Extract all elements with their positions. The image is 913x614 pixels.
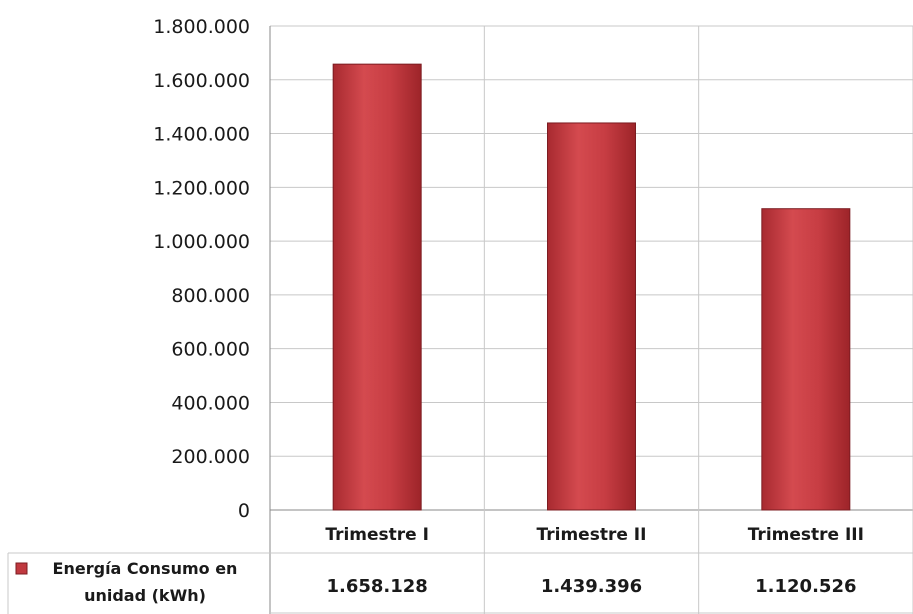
y-tick-label: 400.000 [171, 392, 250, 414]
category-label: Trimestre II [537, 525, 647, 545]
legend-swatch [15, 562, 28, 575]
y-axis-tick-labels: 0 200.000 400.000 600.000 800.000 1.000.000 1.… [153, 16, 250, 522]
y-tick-label: 1.400.000 [153, 124, 250, 146]
legend-label: Energía Consumo en [53, 559, 238, 578]
y-tick-label: 1.200.000 [153, 177, 250, 199]
legend-label: unidad (kWh) [84, 586, 206, 605]
data-table: Trimestre I Trimestre II Trimestre III 1.65… [7, 525, 913, 614]
y-tick-label: 1.000.000 [153, 231, 250, 253]
bar [761, 208, 851, 511]
data-value-label: 1.120.526 [755, 576, 856, 597]
y-tick-label: 600.000 [171, 339, 250, 361]
data-value-label: 1.658.128 [326, 576, 427, 597]
y-tick-label: 200.000 [171, 446, 250, 468]
y-tick-label: 800.000 [171, 285, 250, 307]
category-label: Trimestre I [325, 525, 429, 545]
y-tick-label: 1.600.000 [153, 70, 250, 92]
category-label: Trimestre III [748, 525, 864, 545]
bar [547, 122, 636, 511]
bars [332, 63, 851, 511]
bar [332, 63, 422, 511]
y-tick-label: 0 [238, 500, 250, 522]
data-value-label: 1.439.396 [541, 576, 642, 597]
y-tick-label: 1.800.000 [153, 16, 250, 38]
